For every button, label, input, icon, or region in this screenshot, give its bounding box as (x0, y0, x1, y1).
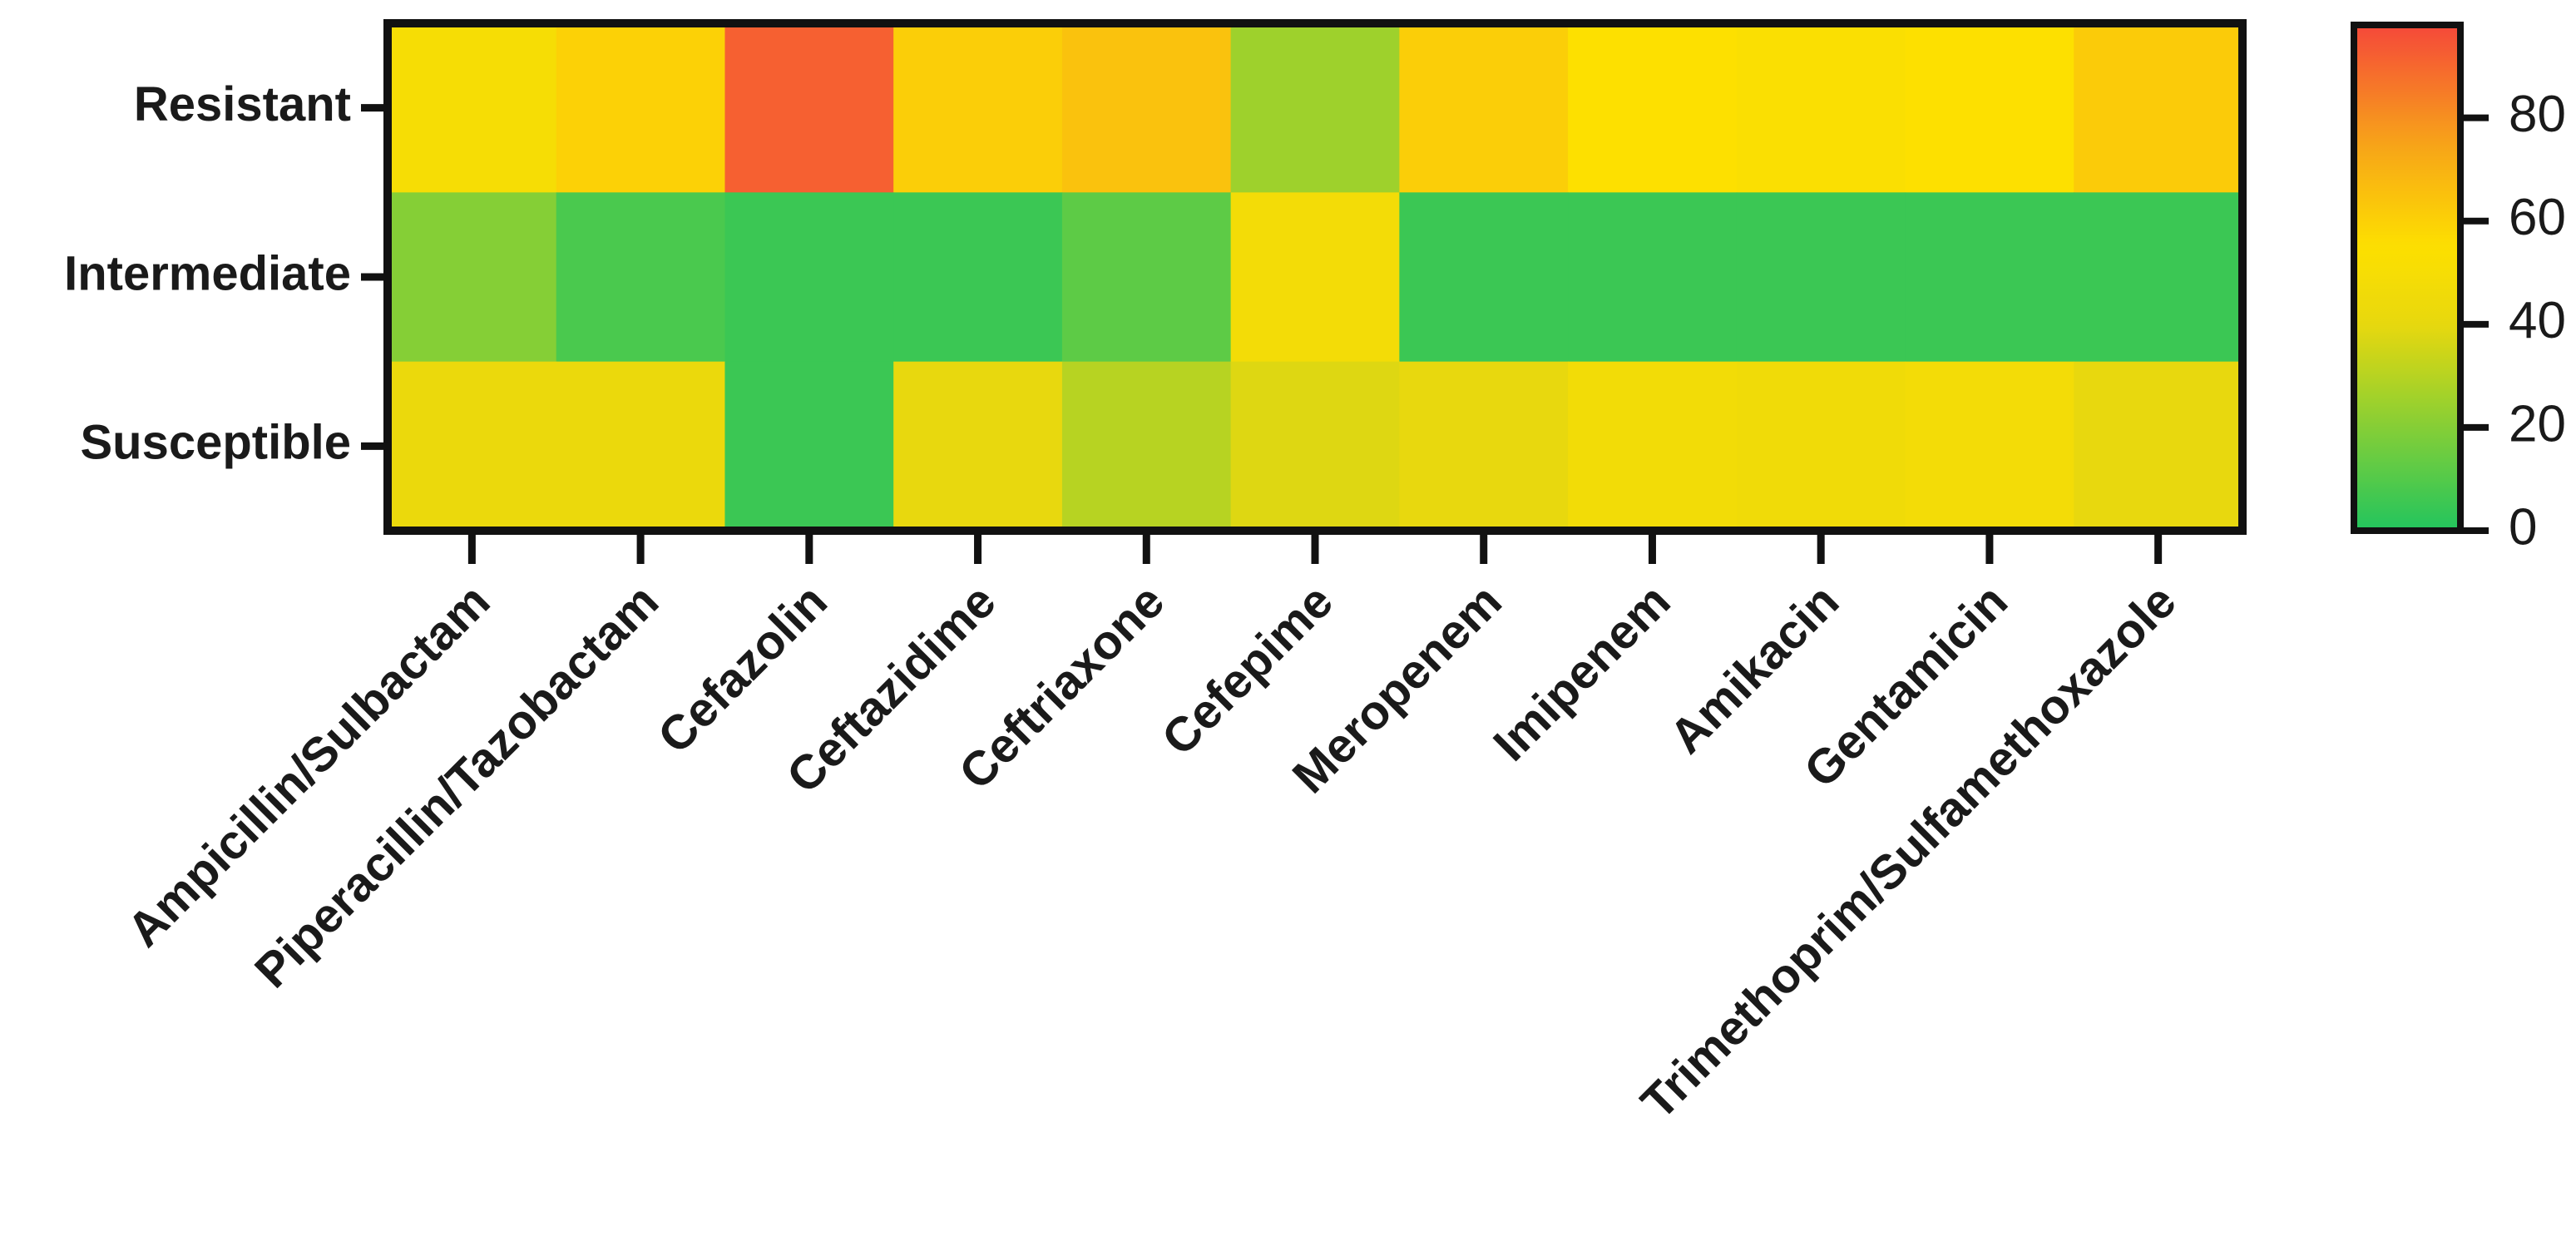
heatmap-cell (1568, 192, 1738, 363)
y-tick-label: Intermediate (64, 246, 351, 300)
colorbar-tick-label: 40 (2509, 292, 2566, 349)
heatmap-cell (388, 192, 557, 363)
heatmap-cell (1061, 192, 1232, 363)
heatmap-cell (1568, 361, 1738, 532)
heatmap-cell (1230, 361, 1400, 532)
colorbar-tick-label: 0 (2509, 498, 2537, 556)
heatmap-cell (1230, 192, 1400, 363)
heatmap-cell (724, 192, 894, 363)
heatmap-cell (1061, 23, 1232, 193)
heatmap-cell (1230, 23, 1400, 193)
y-tick-label: Resistant (134, 77, 351, 131)
heatmap-cell (2074, 361, 2243, 532)
heatmap-cell (893, 361, 1063, 532)
heatmap-cell (388, 361, 557, 532)
colorbar-gradient (2354, 25, 2460, 531)
heatmap-cell (1905, 361, 2074, 532)
colorbar-frame (2351, 22, 2464, 534)
heatmap-cell (893, 192, 1063, 363)
heatmap-cell (1399, 192, 1569, 363)
heatmap-cell (388, 23, 557, 193)
heatmap-cell (1061, 361, 1232, 532)
heatmap-cell (1568, 23, 1738, 193)
colorbar-tick-label: 60 (2509, 189, 2566, 246)
heatmap-cell (556, 361, 726, 532)
x-tick-label: Imipenem (1483, 574, 1680, 771)
heatmap-cell (1736, 361, 1906, 532)
heatmap-cell (1736, 23, 1906, 193)
heatmap-cell (2074, 192, 2243, 363)
colorbar-tick-label: 80 (2509, 86, 2566, 143)
heatmap-cell (724, 361, 894, 532)
heatmap-cell (556, 23, 726, 193)
heatmap-cell (1399, 361, 1569, 532)
heatmap-cell (1736, 192, 1906, 363)
y-tick-label: Susceptible (80, 416, 351, 470)
heatmap-cell (556, 192, 726, 363)
heatmap-cell (893, 23, 1063, 193)
heatmap-cell (1399, 23, 1569, 193)
colorbar-tick-label: 20 (2509, 395, 2566, 452)
heatmap-cell (1905, 23, 2074, 193)
heatmap-cell (2074, 23, 2243, 193)
heatmap-cell (1905, 192, 2074, 363)
heatmap-cell (724, 23, 894, 193)
